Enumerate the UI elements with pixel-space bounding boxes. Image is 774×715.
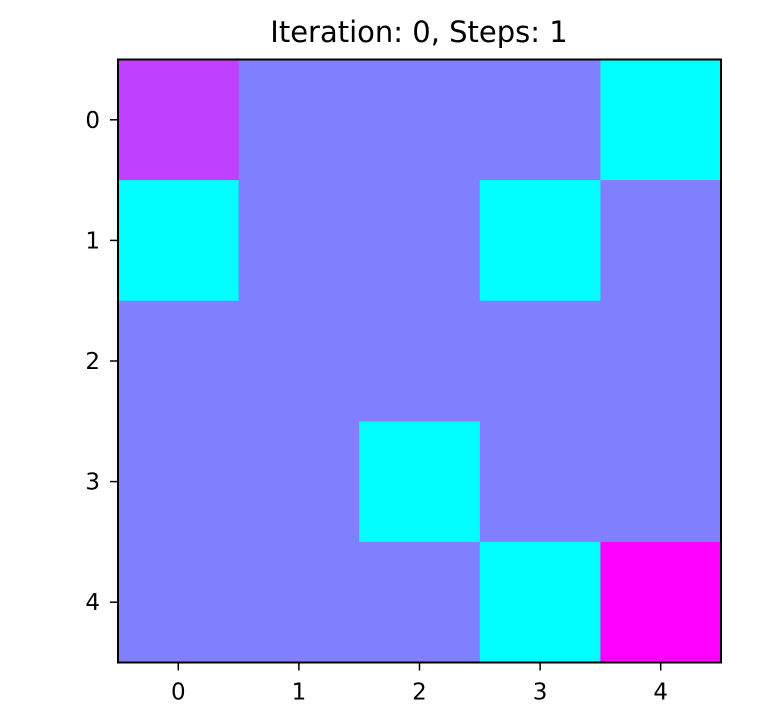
x-tick-label-3: 3: [533, 680, 548, 706]
heatmap-cell-3-4: [600, 421, 722, 543]
heatmap-cell-0-1: [238, 59, 360, 181]
heatmap-cell-0-0: [118, 59, 240, 181]
x-tick-label-0: 0: [171, 680, 186, 706]
heatmap-cell-0-2: [359, 59, 481, 181]
heatmap-cell-1-0: [118, 180, 240, 302]
x-tick-label-4: 4: [653, 680, 668, 706]
chart-title: Iteration: 0, Steps: 1: [270, 15, 567, 49]
heatmap-cell-3-0: [118, 421, 240, 543]
heatmap-cell-3-3: [479, 421, 601, 543]
y-tick-label-2: 2: [85, 349, 100, 375]
heatmap-cell-4-2: [359, 541, 481, 663]
heatmap-cell-2-1: [238, 300, 360, 422]
heatmap-cell-2-3: [479, 300, 601, 422]
y-tick-label-0: 0: [85, 108, 100, 134]
heatmap-cell-4-1: [238, 541, 360, 663]
y-tick-label-1: 1: [85, 228, 100, 254]
heatmap-cell-1-2: [359, 180, 481, 302]
heatmap-cell-4-3: [479, 541, 601, 663]
heatmap-cell-1-1: [238, 180, 360, 302]
y-tick-label-3: 3: [85, 470, 100, 496]
y-tick-label-4: 4: [85, 590, 100, 616]
heatmap-cell-0-4: [600, 59, 722, 181]
heatmap-cell-4-0: [118, 541, 240, 663]
axis-ticks: 0 1 2 3 4 0 1 2 3 4: [85, 108, 668, 706]
x-tick-label-1: 1: [292, 680, 307, 706]
heatmap-cell-1-3: [479, 180, 601, 302]
x-tick-label-2: 2: [412, 680, 427, 706]
heatmap-cells: [118, 59, 722, 663]
heatmap-cell-2-2: [359, 300, 481, 422]
heatmap-cell-4-4: [600, 541, 722, 663]
heatmap-cell-1-4: [600, 180, 722, 302]
heatmap-cell-0-3: [479, 59, 601, 181]
heatmap-cell-3-2: [359, 421, 481, 543]
heatmap-cell-2-4: [600, 300, 722, 422]
heatmap-cell-2-0: [118, 300, 240, 422]
heatmap-cell-3-1: [238, 421, 360, 543]
